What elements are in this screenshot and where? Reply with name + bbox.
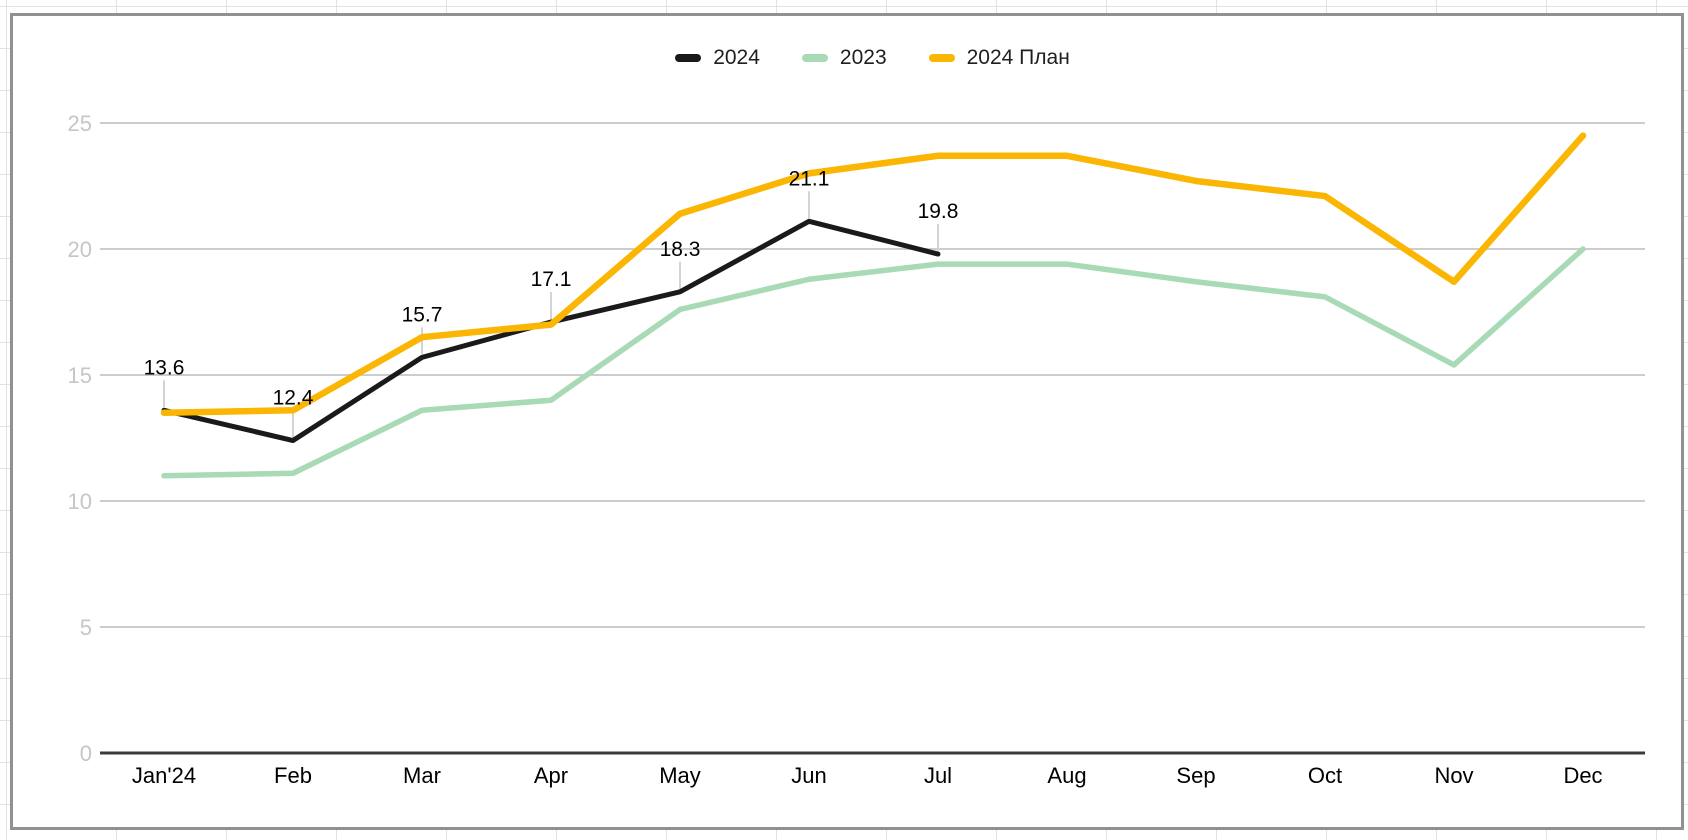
legend-label-2024: 2024: [713, 46, 760, 69]
svg-text:25: 25: [68, 111, 92, 136]
legend-item-2023[interactable]: 2023: [801, 46, 887, 70]
legend-item-2024-plan[interactable]: 2024 План: [928, 46, 1070, 70]
line-chart: 0 5 10 15 20 25 Jan'24 Feb Mar Apr May Jun Jul Aug Sep…: [68, 111, 1645, 788]
svg-text:10: 10: [68, 489, 92, 514]
svg-text:Dec: Dec: [1563, 763, 1602, 788]
svg-text:17.1: 17.1: [531, 268, 572, 291]
legend-swatch-2023: [801, 54, 828, 62]
svg-text:Jan'24: Jan'24: [132, 763, 196, 788]
svg-text:19.8: 19.8: [918, 200, 959, 223]
svg-text:21.1: 21.1: [789, 167, 830, 190]
svg-text:May: May: [659, 763, 701, 788]
legend-swatch-2024-plan: [928, 54, 955, 62]
svg-text:Feb: Feb: [274, 763, 312, 788]
legend-item-2024[interactable]: 2024: [675, 46, 760, 70]
svg-text:Oct: Oct: [1308, 763, 1342, 788]
legend-label-2023: 2023: [839, 46, 887, 69]
svg-text:20: 20: [68, 237, 92, 262]
chart-legend: 2024 2023 2024 План: [100, 45, 1645, 71]
svg-text:Apr: Apr: [534, 763, 568, 788]
svg-text:Aug: Aug: [1047, 763, 1086, 788]
svg-text:Jul: Jul: [924, 763, 952, 788]
svg-text:0: 0: [80, 741, 92, 766]
chart-container[interactable]: 2024 2023 2024 План 0 5 10 15 20 25 Jan'24 Feb M…: [10, 13, 1684, 830]
svg-text:Nov: Nov: [1434, 763, 1473, 788]
svg-text:Sep: Sep: [1176, 763, 1215, 788]
svg-text:18.3: 18.3: [660, 238, 701, 261]
svg-text:Jun: Jun: [791, 763, 826, 788]
svg-text:Mar: Mar: [403, 763, 441, 788]
svg-text:13.6: 13.6: [144, 356, 185, 379]
legend-swatch-2024: [675, 54, 702, 62]
svg-text:15: 15: [68, 363, 92, 388]
svg-text:12.4: 12.4: [273, 387, 314, 410]
legend-label-2024-plan: 2024 План: [966, 46, 1070, 69]
svg-text:15.7: 15.7: [402, 303, 443, 326]
svg-text:5: 5: [80, 615, 92, 640]
